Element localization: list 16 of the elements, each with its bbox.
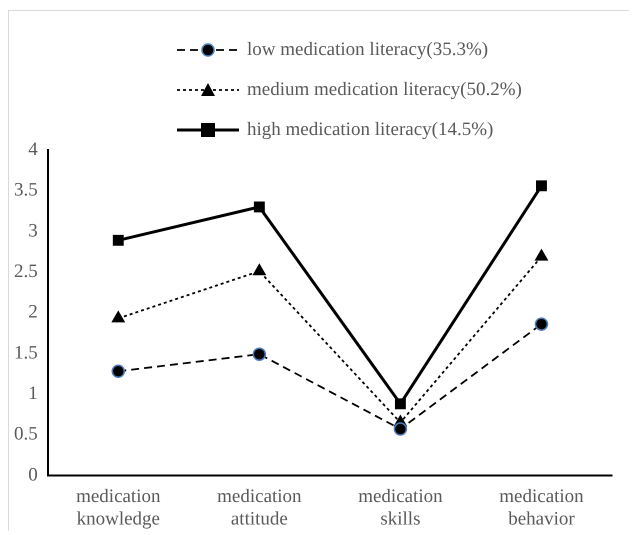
y-tick-label: 4 bbox=[28, 138, 38, 160]
y-tick-label: 2.5 bbox=[14, 261, 38, 282]
y-tick-label: 3 bbox=[28, 220, 38, 242]
legend-label: medium medication literacy(50.2%) bbox=[247, 79, 522, 101]
y-tick-label: 3.5 bbox=[14, 180, 38, 201]
x-tick-label: medication knowledge bbox=[76, 486, 161, 530]
x-tick-label: medication attitude bbox=[217, 486, 302, 530]
y-tick-label: 1 bbox=[28, 383, 38, 404]
legend-label: high medication literacy(14.5%) bbox=[247, 119, 494, 141]
x-tick-label: medication behavior bbox=[499, 486, 584, 530]
legend-label: low medication literacy(35.3%) bbox=[247, 39, 488, 61]
y-tick-label: 1.5 bbox=[14, 342, 38, 364]
y-tick-label: 2 bbox=[28, 302, 38, 323]
y-tick-label: 0.5 bbox=[14, 424, 38, 445]
x-tick-label: medication skills bbox=[358, 486, 444, 530]
y-tick-label: 0 bbox=[28, 464, 38, 486]
